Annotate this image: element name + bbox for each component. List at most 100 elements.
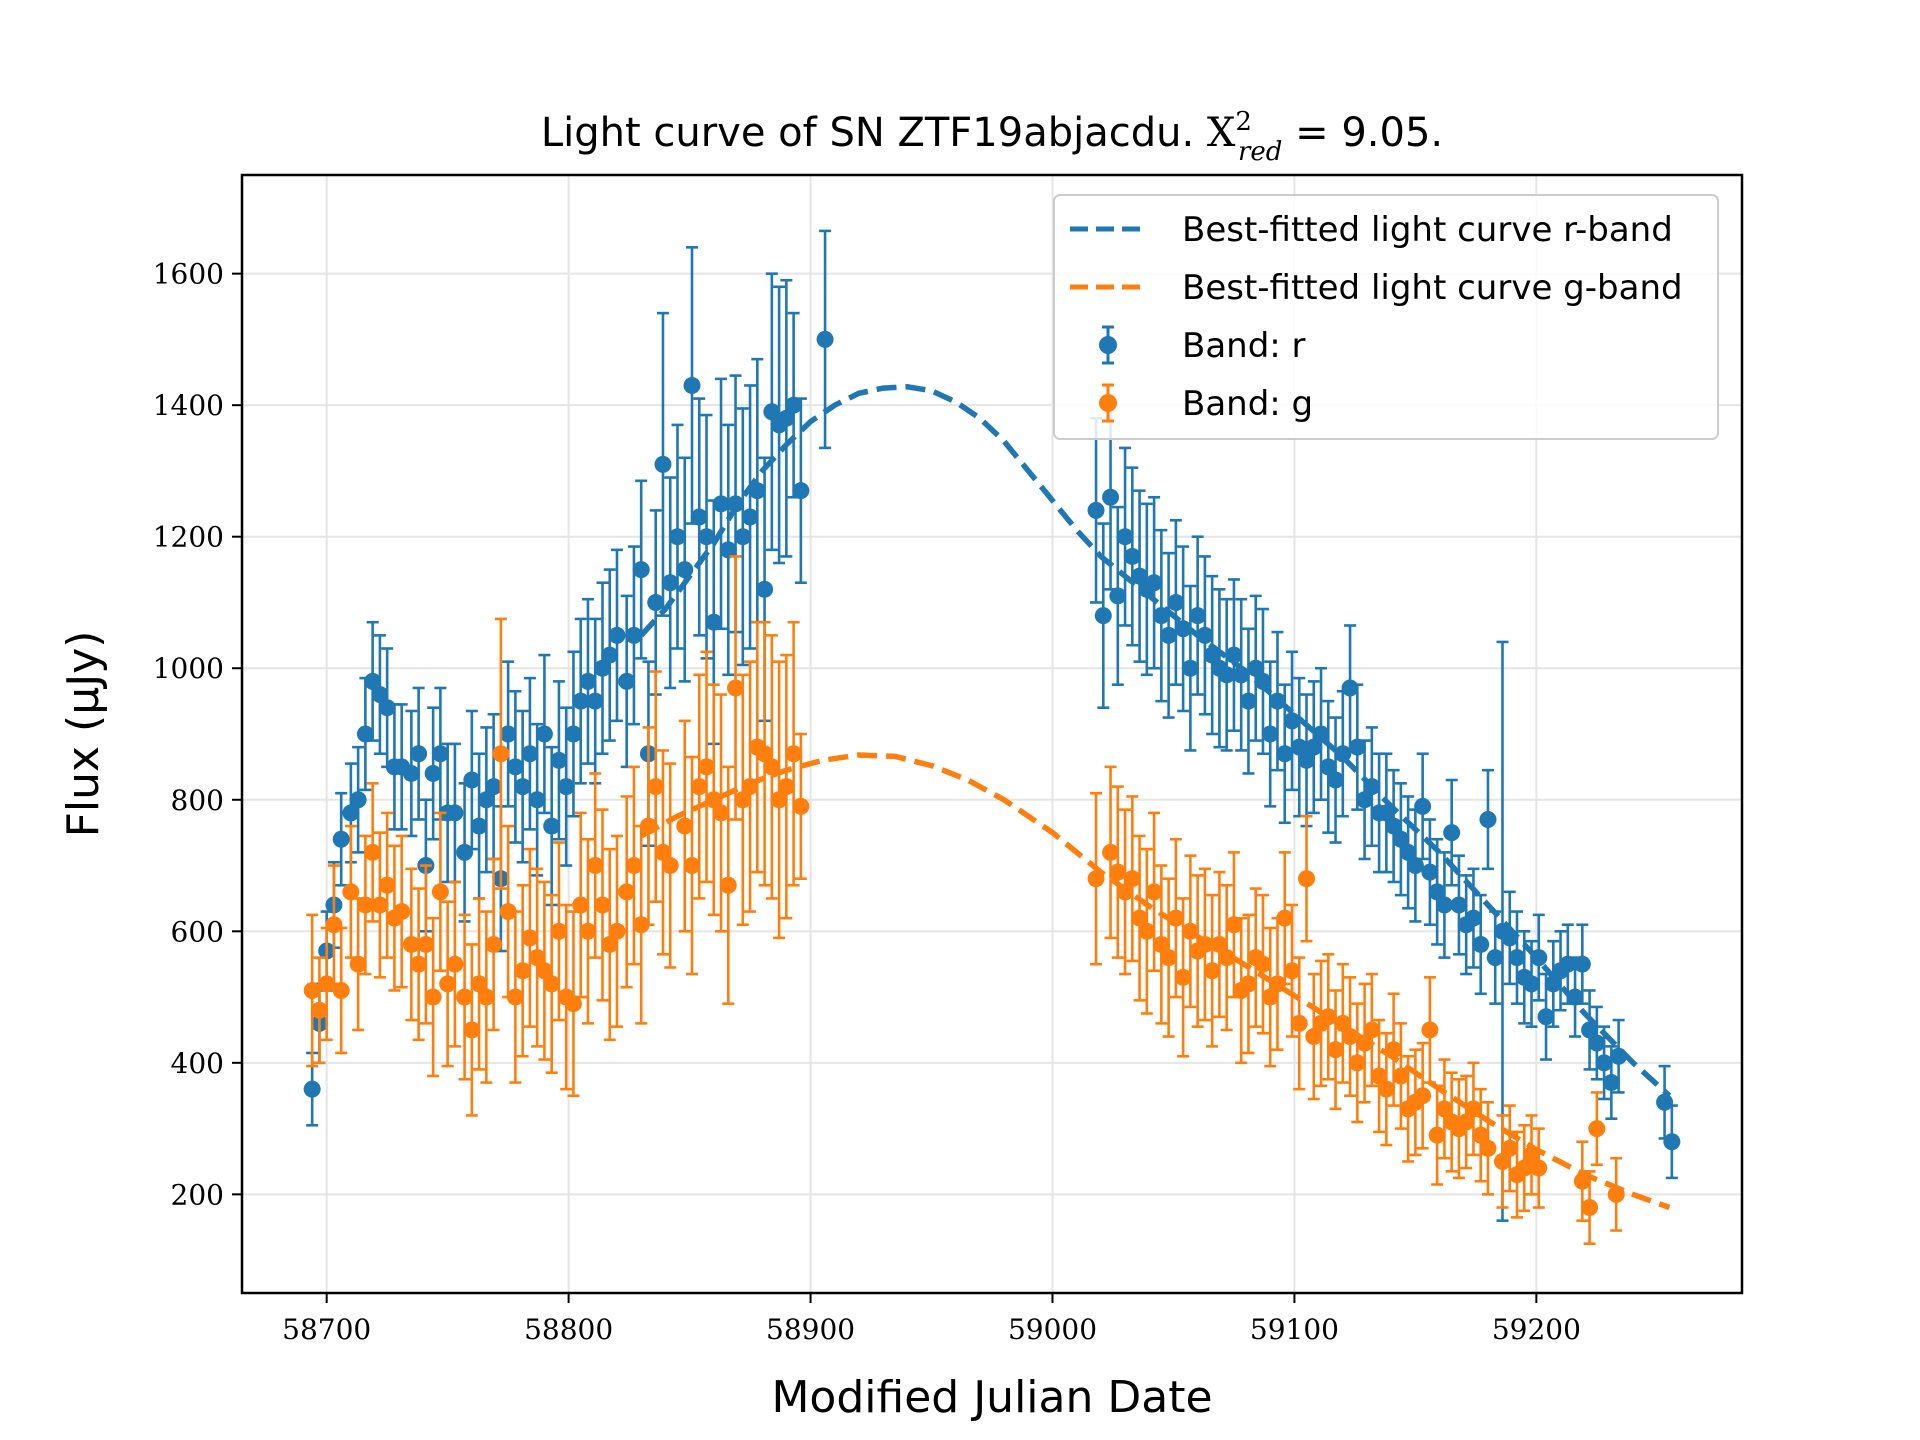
- data-point: [1298, 751, 1316, 769]
- data-point: [485, 778, 503, 796]
- data-point: [1472, 935, 1490, 953]
- data-point: [1327, 771, 1345, 789]
- data-point: [1523, 975, 1541, 993]
- data-point: [1356, 791, 1374, 809]
- data-point: [683, 376, 701, 394]
- data-point: [661, 574, 679, 592]
- data-point: [1421, 863, 1439, 881]
- data-point: [1370, 1067, 1388, 1085]
- data-point: [676, 561, 694, 579]
- series-band-g: [303, 555, 1625, 1245]
- data-point: [1399, 843, 1417, 861]
- data-point: [528, 949, 546, 967]
- data-point: [1123, 870, 1141, 888]
- data-point: [632, 561, 650, 579]
- data-point: [792, 482, 810, 500]
- data-point: [332, 830, 350, 848]
- x-tick-label: 59200: [1492, 1313, 1581, 1346]
- data-point: [1508, 949, 1526, 967]
- y-tick-label: 400: [171, 1047, 224, 1080]
- data-point: [1160, 626, 1178, 644]
- title-chi: X: [1207, 110, 1236, 156]
- data-point: [543, 975, 561, 993]
- data-point: [756, 580, 774, 598]
- data-point: [521, 745, 539, 763]
- data-point: [1167, 593, 1185, 611]
- data-point: [777, 409, 795, 427]
- data-point: [1435, 1100, 1453, 1118]
- data-point: [1392, 1067, 1410, 1085]
- data-point: [1298, 870, 1316, 888]
- y-axis-ticks: 200 400 600 800 1000 1200 1400 1600: [153, 258, 242, 1211]
- title-prefix: Light curve of SN ZTF19abjacdu.: [541, 110, 1207, 156]
- data-point: [371, 896, 389, 914]
- data-point: [543, 817, 561, 835]
- data-point: [303, 981, 321, 999]
- y-tick-label: 1600: [153, 258, 224, 291]
- data-point: [770, 791, 788, 809]
- data-point: [1225, 916, 1243, 934]
- data-point: [1457, 1113, 1475, 1131]
- data-point: [1254, 955, 1272, 973]
- title-sub: red: [1238, 137, 1282, 167]
- data-point: [364, 843, 382, 861]
- data-point: [572, 692, 590, 710]
- data-point: [470, 975, 488, 993]
- data-point: [318, 975, 336, 993]
- data-point: [1602, 1074, 1620, 1092]
- data-point: [446, 804, 464, 822]
- data-point: [1377, 1080, 1395, 1098]
- data-point: [1392, 830, 1410, 848]
- x-axis-ticks: 58700 58800 58900 59000 59100 59200: [282, 1293, 1581, 1346]
- data-point: [1464, 1100, 1482, 1118]
- data-point: [499, 725, 517, 743]
- data-point: [1174, 968, 1192, 986]
- data-point: [1160, 949, 1178, 967]
- data-point: [325, 916, 343, 934]
- data-point: [1203, 962, 1221, 980]
- data-point: [1428, 883, 1446, 901]
- data-point: [1196, 935, 1214, 953]
- data-point: [431, 883, 449, 901]
- data-point: [1087, 501, 1105, 519]
- data-point: [514, 778, 532, 796]
- data-point: [1152, 935, 1170, 953]
- data-point: [1493, 1152, 1511, 1170]
- data-point: [393, 903, 411, 921]
- data-point: [424, 764, 442, 782]
- data-point: [1189, 607, 1207, 625]
- data-point: [528, 791, 546, 809]
- data-point: [1428, 1126, 1446, 1144]
- data-point: [1501, 1139, 1519, 1157]
- data-point: [1305, 1028, 1323, 1046]
- data-point: [625, 626, 643, 644]
- data-point: [1406, 857, 1424, 875]
- data-point: [1290, 1014, 1308, 1032]
- y-tick-label: 1400: [153, 389, 224, 422]
- data-point: [579, 922, 597, 940]
- data-point: [1131, 567, 1149, 585]
- data-point: [608, 626, 626, 644]
- data-points: [303, 229, 1681, 1245]
- legend-label-r-fit: Best-fitted light curve r-band: [1182, 210, 1673, 250]
- legend-label-r-band: Band: r: [1182, 326, 1306, 366]
- data-point: [1305, 738, 1323, 756]
- y-axis-title: Flux (μJy): [58, 631, 109, 838]
- data-point: [535, 962, 553, 980]
- data-point: [647, 593, 665, 611]
- data-point: [514, 962, 532, 980]
- data-point: [1283, 712, 1301, 730]
- data-point: [535, 725, 553, 743]
- data-point: [1443, 824, 1461, 842]
- data-point: [463, 1021, 481, 1039]
- data-point: [557, 778, 575, 796]
- data-point: [1138, 922, 1156, 940]
- series-band-r: [303, 229, 1681, 1222]
- data-point: [1515, 1159, 1533, 1177]
- data-point: [601, 935, 619, 953]
- legend-swatch-g-band: [1099, 383, 1117, 423]
- data-point: [477, 988, 495, 1006]
- data-point: [654, 455, 672, 473]
- data-point: [785, 745, 803, 763]
- data-point: [1348, 738, 1366, 756]
